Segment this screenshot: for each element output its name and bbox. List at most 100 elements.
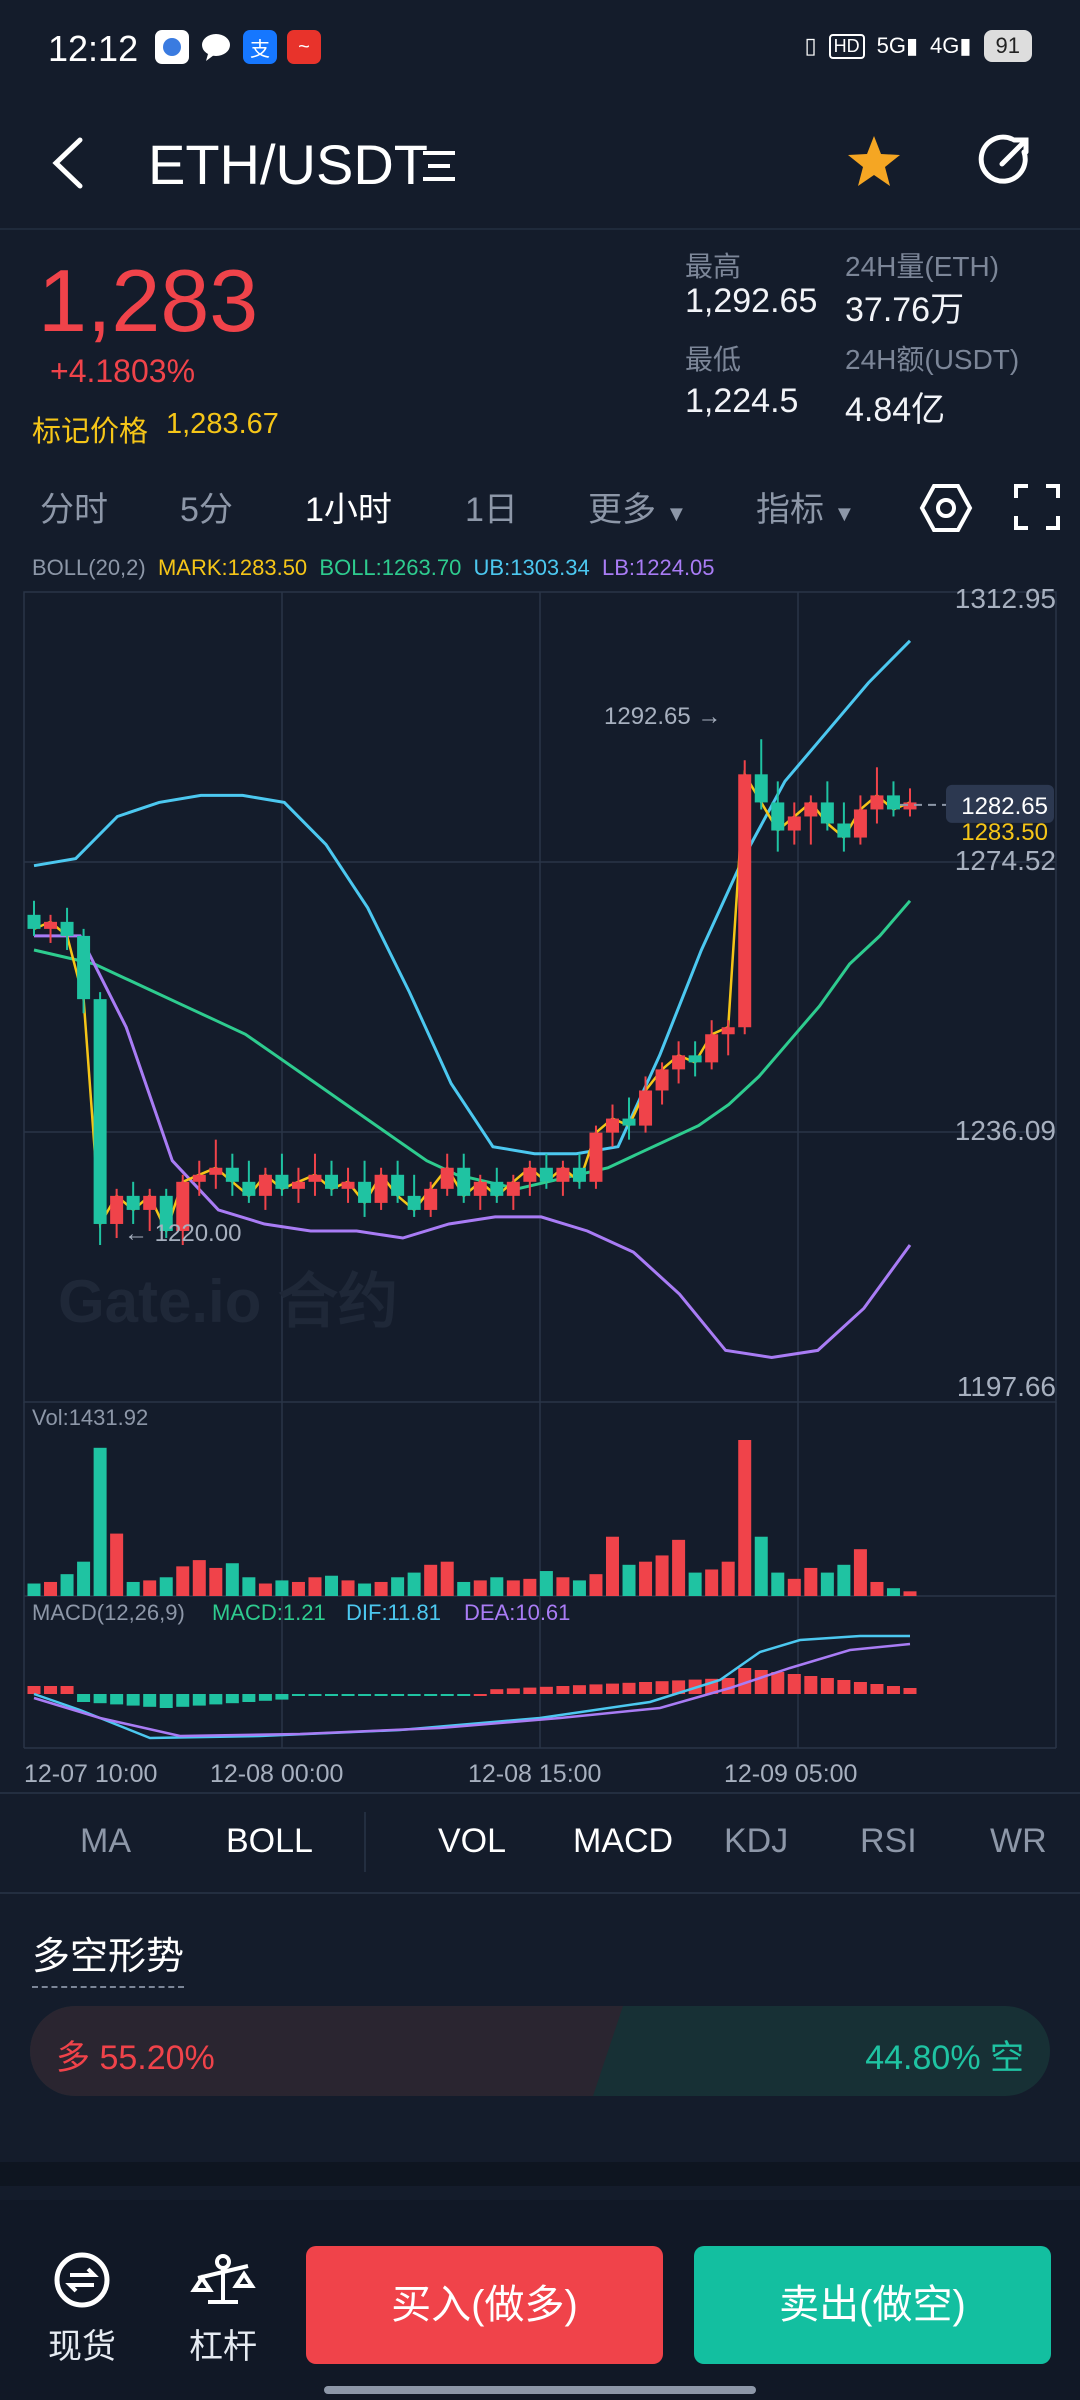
fullscreen-icon[interactable] xyxy=(1012,482,1062,537)
candle xyxy=(820,781,834,831)
macd-bar xyxy=(572,1685,586,1694)
tab-vol[interactable]: VOL xyxy=(438,1822,507,1860)
volume-bar xyxy=(308,1577,322,1596)
macd-bar xyxy=(672,1680,686,1694)
favorite-star-icon[interactable] xyxy=(840,128,908,201)
volume-bar xyxy=(126,1581,140,1596)
tab-separator xyxy=(364,1812,366,1872)
tab-rsi[interactable]: RSI xyxy=(860,1822,917,1860)
tab-5min[interactable]: 5分 xyxy=(180,491,233,529)
spot-label: 现货 xyxy=(48,2328,116,2366)
header-divider xyxy=(0,228,1080,230)
chart-settings-icon[interactable] xyxy=(918,480,974,541)
macd-bar xyxy=(589,1684,603,1694)
tab-1day[interactable]: 1日 xyxy=(465,491,518,529)
notification-icons: 支 ~ xyxy=(155,30,321,64)
vibrate-icon: ▯ xyxy=(804,33,817,58)
pair-title[interactable]: ETH/USDT xyxy=(148,133,428,196)
macd-bar xyxy=(870,1684,884,1694)
mark-price-label: 1283.50 xyxy=(961,819,1048,846)
candle-body xyxy=(407,1195,421,1210)
candle-body xyxy=(374,1174,388,1203)
tab-timeline[interactable]: 分时 xyxy=(40,491,108,529)
candle xyxy=(572,1153,586,1189)
macd-bar xyxy=(738,1668,752,1694)
volume-bar xyxy=(572,1580,586,1596)
candle-body xyxy=(209,1167,223,1175)
volume-bar xyxy=(688,1572,702,1596)
divider xyxy=(0,1792,1080,1794)
macd-bar xyxy=(93,1694,107,1704)
x-axis-label: 12-09 05:00 xyxy=(724,1760,857,1788)
tab-more[interactable]: 更多 ▼ xyxy=(588,491,688,529)
candle-body xyxy=(358,1181,372,1203)
macd-bar xyxy=(374,1694,388,1696)
tab-macd[interactable]: MACD xyxy=(573,1822,674,1860)
candle xyxy=(804,795,818,845)
candle-body xyxy=(391,1174,405,1196)
candle-body xyxy=(176,1181,190,1231)
home-indicator[interactable] xyxy=(324,2386,756,2394)
tab-kdj[interactable]: KDJ xyxy=(724,1822,789,1860)
leverage-button[interactable]: 杠杆 xyxy=(163,2250,283,2368)
volume-bar xyxy=(143,1580,157,1596)
volume-bar xyxy=(787,1578,801,1596)
candle xyxy=(754,739,768,810)
volume-bar xyxy=(192,1560,206,1596)
macd-bar xyxy=(622,1682,636,1694)
candle xyxy=(44,914,58,943)
last-price: 1,283 xyxy=(38,251,259,350)
sentiment-long: 多 55.20% xyxy=(56,2039,215,2077)
volume-bar xyxy=(44,1581,58,1596)
tab-indicators[interactable]: 指标 ▼ xyxy=(756,491,856,529)
macd-bar xyxy=(341,1694,355,1696)
dea-value: DEA:10.61 xyxy=(464,1600,570,1625)
low-value: 1,224.5 xyxy=(685,382,799,420)
volume-bar xyxy=(258,1583,272,1596)
tab-1hour[interactable]: 1小时 xyxy=(305,491,392,529)
candle-body xyxy=(556,1167,570,1182)
macd-bar xyxy=(903,1688,917,1694)
candle-body xyxy=(506,1181,520,1196)
tab-boll[interactable]: BOLL xyxy=(226,1822,313,1860)
buy-long-button[interactable]: 买入(做多) xyxy=(306,2246,663,2364)
sell-short-button[interactable]: 卖出(做空) xyxy=(694,2246,1051,2364)
volume-bar xyxy=(539,1571,553,1596)
candlestick-chart[interactable]: Gate.io 合约 1312.95 1274.52 1236.09 1197.66 1… xyxy=(0,570,1080,1790)
tab-wr[interactable]: WR xyxy=(990,1822,1047,1860)
volume-label: Vol:1431.92 xyxy=(32,1405,148,1430)
candle-body xyxy=(572,1167,586,1182)
candle-body xyxy=(886,795,900,810)
macd-bar xyxy=(490,1689,504,1694)
candle-body xyxy=(837,823,851,838)
spot-button[interactable]: 现货 xyxy=(22,2250,142,2368)
candle xyxy=(738,760,752,1035)
share-icon[interactable] xyxy=(972,128,1038,199)
macd-bar xyxy=(754,1670,768,1694)
candle-body xyxy=(110,1195,124,1224)
candle-body xyxy=(159,1195,173,1231)
volume-bar xyxy=(424,1564,438,1596)
price-change: +4.1803% xyxy=(50,353,196,389)
vol-24h-label: 24H量(ETH) xyxy=(845,251,1000,282)
candle xyxy=(242,1160,256,1203)
volume-bar xyxy=(159,1577,173,1596)
pair-menu-icon[interactable] xyxy=(420,148,458,189)
macd-bar xyxy=(143,1694,157,1707)
x-axis-label: 12-08 00:00 xyxy=(210,1760,343,1788)
candle-body xyxy=(275,1174,289,1189)
candle-body xyxy=(77,935,91,1000)
candle-body xyxy=(325,1174,339,1189)
macd-bar xyxy=(192,1694,206,1706)
macd-bar xyxy=(853,1682,867,1694)
top-nav: ETH/USDT xyxy=(0,110,1080,230)
candle-body xyxy=(242,1181,256,1196)
back-button[interactable] xyxy=(44,128,94,198)
candle xyxy=(622,1097,636,1140)
tab-ma[interactable]: MA xyxy=(80,1822,131,1860)
candle xyxy=(523,1160,537,1196)
sentiment-bar: 多 55.20% 44.80% 空 xyxy=(30,2006,1050,2096)
macd-bar xyxy=(159,1694,173,1708)
candle-body xyxy=(589,1132,603,1182)
candle-body xyxy=(721,1027,735,1035)
